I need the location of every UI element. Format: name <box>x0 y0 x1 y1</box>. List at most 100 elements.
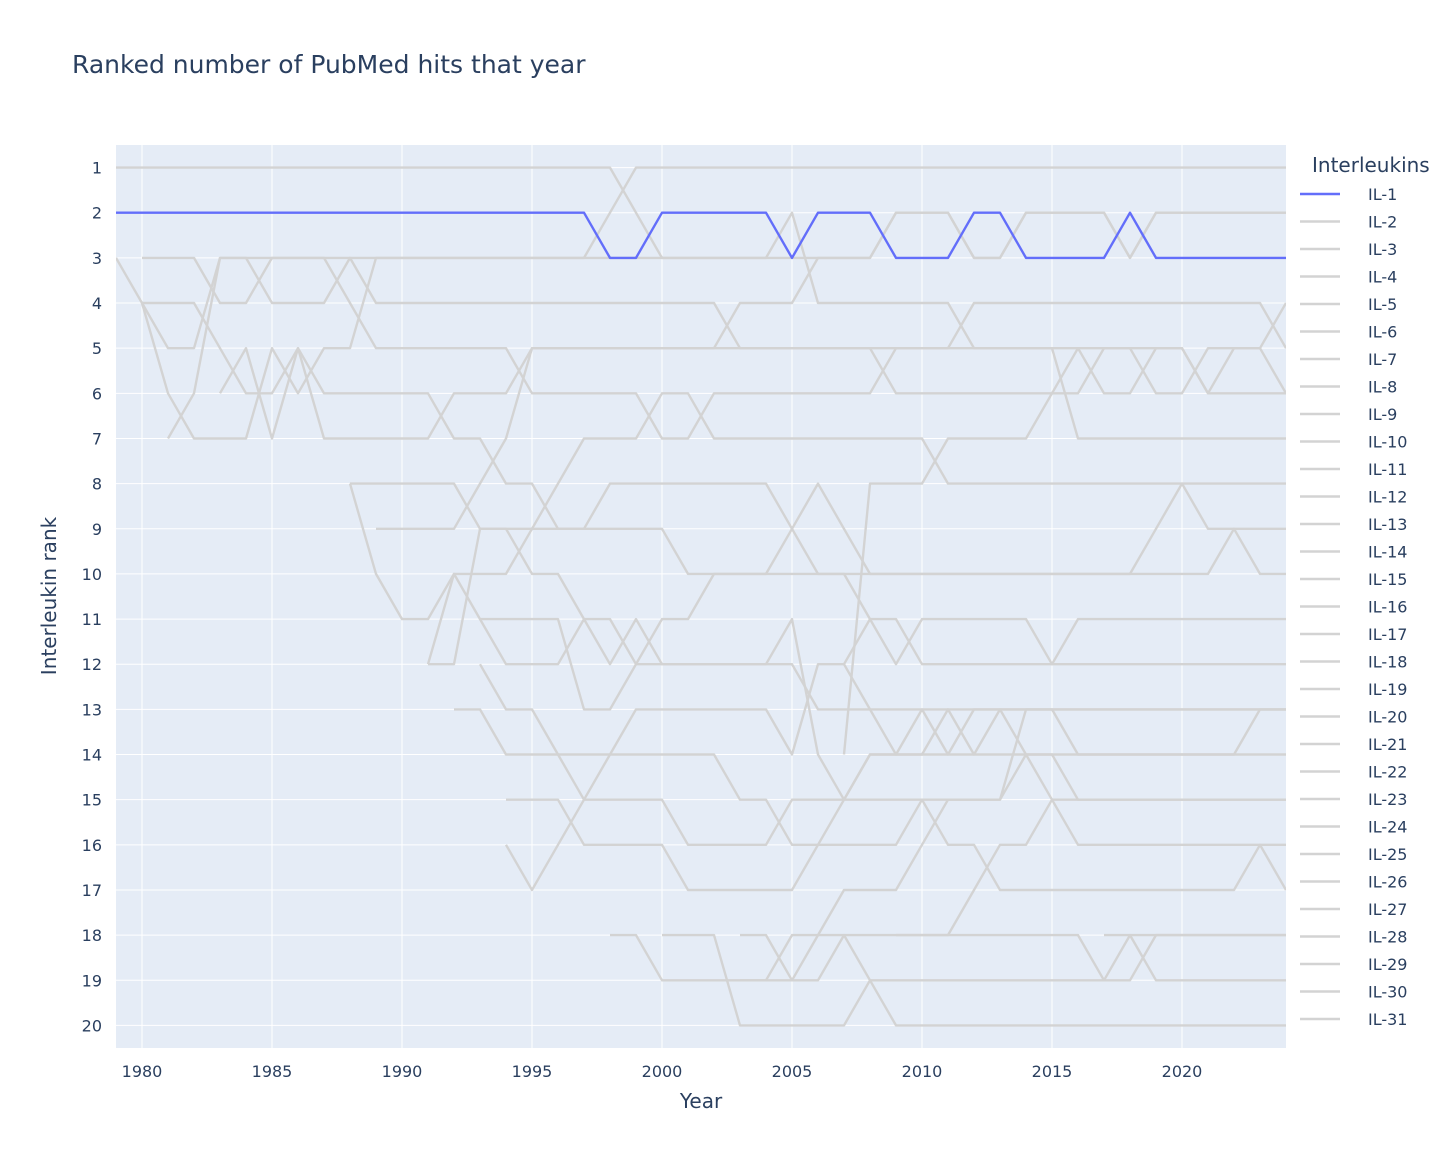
legend-item[interactable]: IL-9 <box>1300 405 1397 424</box>
x-tick-label: 1990 <box>382 1062 423 1081</box>
y-tick-label: 4 <box>92 294 102 313</box>
legend-item[interactable]: IL-3 <box>1300 240 1397 259</box>
legend-label: IL-2 <box>1368 213 1397 232</box>
legend-label: IL-20 <box>1368 708 1407 727</box>
y-tick-label: 13 <box>82 700 102 719</box>
legend-label: IL-15 <box>1368 570 1407 589</box>
series-line-il-4 <box>142 256 1286 440</box>
legend-label: IL-28 <box>1368 928 1407 947</box>
series-line-il-1 <box>116 211 1286 260</box>
legend-item[interactable]: IL-28 <box>1300 928 1407 947</box>
legend-label: IL-19 <box>1368 680 1407 699</box>
x-tick-label: 2015 <box>1032 1062 1073 1081</box>
legend-viewport: IL-1 IL-2 IL-3 IL-4 IL-5 IL-6 IL-7 IL-8 IL-9 IL-1… <box>1300 185 1407 1029</box>
legend-label: IL-1 <box>1368 185 1397 204</box>
legend-item[interactable]: IL-4 <box>1300 268 1397 287</box>
legend-label: IL-21 <box>1368 735 1407 754</box>
legend-item[interactable]: IL-20 <box>1300 708 1407 727</box>
legend-item[interactable]: IL-7 <box>1300 350 1397 369</box>
y-tick-label: 18 <box>82 926 102 945</box>
legend-label: IL-13 <box>1368 515 1407 534</box>
y-tick-label: 11 <box>82 610 102 629</box>
legend-item[interactable]: IL-1 <box>1300 185 1397 204</box>
series-line-il-18 <box>504 617 1286 892</box>
y-tick-label: 16 <box>82 836 102 855</box>
series-line-il-22 <box>896 798 1286 937</box>
legend-item[interactable]: IL-6 <box>1300 323 1397 342</box>
legend-label: IL-14 <box>1368 543 1407 562</box>
legend-label: IL-17 <box>1368 625 1407 644</box>
y-tick-label: 14 <box>82 746 102 765</box>
x-tick-label: 1995 <box>512 1062 553 1081</box>
series-line-il-5 <box>142 301 1286 666</box>
legend-item[interactable]: IL-26 <box>1300 873 1407 892</box>
series-line-il-17 <box>506 708 1286 892</box>
legend-item[interactable]: IL-24 <box>1300 818 1407 837</box>
legend-item[interactable]: IL-2 <box>1300 213 1397 232</box>
series-line-il-20 <box>662 933 1286 1027</box>
legend-item[interactable]: IL-27 <box>1300 900 1407 919</box>
y-tick-label: 19 <box>82 971 102 990</box>
legend-item[interactable]: IL-10 <box>1300 433 1407 452</box>
legend-label: IL-3 <box>1368 240 1397 259</box>
y-tick-label: 9 <box>92 520 102 539</box>
legend-title: Interleukins <box>1312 153 1430 177</box>
series-line-il-21 <box>740 753 1286 982</box>
y-tick-label: 5 <box>92 339 102 358</box>
y-tick-label: 1 <box>92 159 102 178</box>
legend-item[interactable]: IL-21 <box>1300 735 1407 754</box>
legend-item[interactable]: IL-22 <box>1300 763 1407 782</box>
legend-label: IL-27 <box>1368 900 1407 919</box>
legend-item[interactable]: IL-25 <box>1300 845 1407 864</box>
legend-item[interactable]: IL-30 <box>1300 983 1407 1002</box>
legend-label: IL-4 <box>1368 268 1397 287</box>
y-tick-label: 8 <box>92 475 102 494</box>
legend: Interleukins IL-1IL-2IL-3IL-4IL-5IL-6IL-… <box>1300 153 1430 1029</box>
series-line-il-19 <box>610 933 1286 982</box>
x-tick-label: 2000 <box>642 1062 683 1081</box>
series-line-il-27 <box>842 663 1286 846</box>
y-tick-label: 6 <box>92 384 102 403</box>
legend-item[interactable]: IL-11 <box>1300 460 1407 479</box>
legend-item[interactable]: IL-29 <box>1300 955 1407 974</box>
legend-label: IL-6 <box>1368 323 1397 342</box>
legend-item[interactable]: IL-12 <box>1300 488 1407 507</box>
legend-label: IL-8 <box>1368 378 1397 397</box>
legend-item[interactable]: IL-19 <box>1300 680 1407 699</box>
legend-item[interactable]: IL-13 <box>1300 515 1407 534</box>
legend-item[interactable]: IL-31 <box>1300 1010 1407 1029</box>
series-line-il-13 <box>426 392 1286 665</box>
legend-label: IL-29 <box>1368 955 1407 974</box>
legend-item[interactable]: IL-18 <box>1300 653 1407 672</box>
legend-label: IL-22 <box>1368 763 1407 782</box>
y-tick-label: 12 <box>82 655 102 674</box>
legend-item[interactable]: IL-8 <box>1300 378 1397 397</box>
legend-label: IL-25 <box>1368 845 1407 864</box>
series-line-il-12 <box>428 527 1286 666</box>
legend-label: IL-31 <box>1368 1010 1407 1029</box>
x-axis-title: Year <box>679 1089 723 1113</box>
legend-item[interactable]: IL-14 <box>1300 543 1407 562</box>
legend-item[interactable]: IL-16 <box>1300 598 1407 617</box>
legend-item[interactable]: IL-17 <box>1300 625 1407 644</box>
x-tick-label: 1980 <box>122 1062 163 1081</box>
y-tick-label: 2 <box>92 204 102 223</box>
legend-item[interactable]: IL-15 <box>1300 570 1407 589</box>
y-tick-label: 20 <box>82 1016 102 1035</box>
legend-label: IL-18 <box>1368 653 1407 672</box>
y-tick-label: 3 <box>92 249 102 268</box>
legend-label: IL-12 <box>1368 488 1407 507</box>
series-lines <box>116 166 1286 1027</box>
legend-label: IL-24 <box>1368 818 1407 837</box>
legend-item[interactable]: IL-23 <box>1300 790 1407 809</box>
legend-label: IL-16 <box>1368 598 1407 617</box>
legend-label: IL-7 <box>1368 350 1397 369</box>
series-line-il-8 <box>218 211 1286 440</box>
y-axis-title: Interleukin rank <box>37 516 61 675</box>
legend-item[interactable]: IL-5 <box>1300 295 1397 314</box>
x-axis-ticks: 1980 1985 1990 1995 2000 2005 2010 2015 2020 <box>122 1062 1203 1081</box>
y-tick-label: 7 <box>92 429 102 448</box>
series-line-il-6 <box>140 166 1286 440</box>
